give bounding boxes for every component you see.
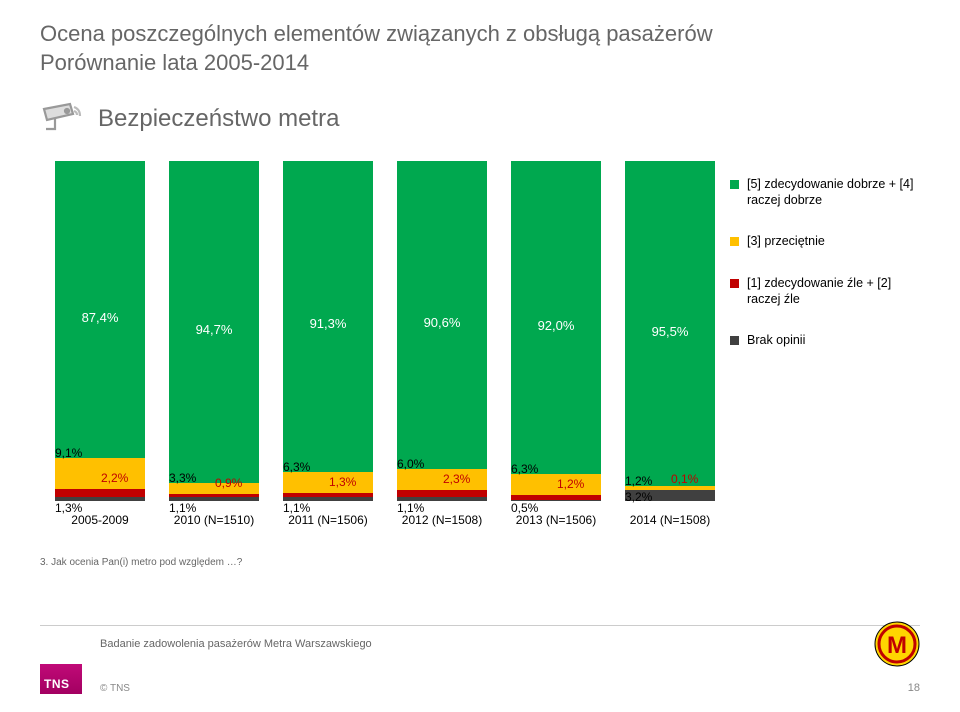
value-label-bad: 0,9% (215, 476, 242, 490)
chart-column: 91,3% 6,3% 1,3% 1,1%2011 (N=1506) (278, 161, 378, 527)
svg-text:M: M (887, 632, 907, 659)
metro-logo: M (874, 621, 920, 672)
value-label-avg: 3,3% (169, 471, 196, 485)
x-axis-label: 2013 (N=1506) (506, 513, 606, 527)
value-label-na: 0,5% (511, 501, 538, 515)
value-label-na: 1,1% (397, 501, 424, 515)
chart-column: 92,0% 6,3% 1,2% 0,5%2013 (N=1506) (506, 161, 606, 527)
segment-avg (283, 472, 373, 493)
copyright: © TNS (100, 683, 130, 694)
segment-avg (511, 474, 601, 495)
legend-text: Brak opinii (747, 333, 805, 349)
camera-icon (40, 101, 84, 137)
bar-stack: 91,3% (283, 161, 373, 501)
legend-swatch (730, 279, 739, 288)
bar-stack: 90,6% (397, 161, 487, 501)
x-axis-label: 2005-2009 (50, 513, 150, 527)
footer-title: Badanie zadowolenia pasażerów Metra Wars… (100, 638, 372, 650)
value-label-bad: 2,3% (443, 472, 470, 486)
legend-item: [1] zdecydowanie źle + [2] raczej źle (730, 276, 920, 307)
slide-title: Ocena poszczególnych elementów związanyc… (40, 20, 920, 77)
chart-column: 94,7% 3,3% 0,9% 1,1%2010 (N=1510) (164, 161, 264, 527)
page-number: 18 (908, 682, 920, 694)
legend-text: [1] zdecydowanie źle + [2] raczej źle (747, 276, 920, 307)
stacked-bar-chart: 87,4%9,1%2,2%1,3%2005-200994,7%3,3%0,9%1… (40, 147, 720, 527)
bar-stack: 92,0% (511, 161, 601, 501)
value-label-avg: 6,3% (283, 460, 310, 474)
footer-divider (40, 625, 920, 626)
value-label-good: 94,7% (196, 322, 233, 337)
value-label-bad: 1,2% (557, 477, 584, 491)
tns-logo: TNS (40, 664, 82, 694)
value-label-avg: 9,1% (55, 446, 82, 460)
x-axis-label: 2011 (N=1506) (278, 513, 378, 527)
value-label-na: 3,2% (625, 490, 652, 504)
chart-legend: [5] zdecydowanie dobrze + [4] raczej dob… (730, 147, 920, 527)
bar-stack: 95,5% (625, 161, 715, 501)
value-label-good: 95,5% (652, 324, 689, 339)
legend-item: [3] przeciętnie (730, 234, 920, 250)
value-label-good: 87,4% (82, 310, 119, 325)
segment-avg (397, 469, 487, 489)
legend-swatch (730, 180, 739, 189)
section-header: Bezpieczeństwo metra (40, 101, 920, 137)
value-label-avg: 6,3% (511, 462, 538, 476)
bar-stack: 94,7% (169, 161, 259, 501)
legend-swatch (730, 237, 739, 246)
x-axis-label: 2012 (N=1508) (392, 513, 492, 527)
value-label-na: 1,1% (283, 501, 310, 515)
segment-good: 87,4% (55, 161, 145, 458)
segment-bad (397, 490, 487, 498)
value-label-bad: 1,3% (329, 475, 356, 489)
segment-good: 95,5% (625, 161, 715, 486)
legend-item: Brak opinii (730, 333, 920, 349)
title-line2: Porównanie lata 2005-2014 (40, 50, 309, 75)
segment-good: 90,6% (397, 161, 487, 469)
title-line1: Ocena poszczególnych elementów związanyc… (40, 21, 713, 46)
segment-bad (55, 489, 145, 496)
value-label-avg: 1,2% (625, 474, 652, 488)
value-label-bad: 2,2% (101, 471, 128, 485)
value-label-good: 90,6% (424, 315, 461, 330)
chart-column: 95,5% 1,2% 0,1% 3,2% 2014 (N=1508) (620, 161, 720, 527)
value-label-good: 91,3% (310, 316, 347, 331)
segment-good: 92,0% (511, 161, 601, 474)
footnote: 3. Jak ocenia Pan(i) metro pod względem … (40, 557, 920, 568)
value-label-na: 1,1% (169, 501, 196, 515)
section-title: Bezpieczeństwo metra (98, 105, 339, 133)
legend-text: [3] przeciętnie (747, 234, 825, 250)
x-axis-label: 2014 (N=1508) (620, 513, 720, 527)
legend-item: [5] zdecydowanie dobrze + [4] raczej dob… (730, 177, 920, 208)
value-label-na: 1,3% (55, 501, 82, 515)
segment-good: 91,3% (283, 161, 373, 471)
chart-column: 90,6% 6,0% 2,3% 1,1%2012 (N=1508) (392, 161, 492, 527)
value-label-bad: 0,1% (671, 472, 698, 486)
value-label-good: 92,0% (538, 318, 575, 333)
value-label-avg: 6,0% (397, 457, 424, 471)
x-axis-label: 2010 (N=1510) (164, 513, 264, 527)
segment-good: 94,7% (169, 161, 259, 483)
chart-area: 87,4%9,1%2,2%1,3%2005-200994,7%3,3%0,9%1… (40, 147, 920, 527)
legend-swatch (730, 336, 739, 345)
legend-text: [5] zdecydowanie dobrze + [4] raczej dob… (747, 177, 920, 208)
chart-column: 87,4% 9,1% 2,2% 1,3%2005-2009 (50, 161, 150, 527)
segment-avg (55, 458, 145, 489)
